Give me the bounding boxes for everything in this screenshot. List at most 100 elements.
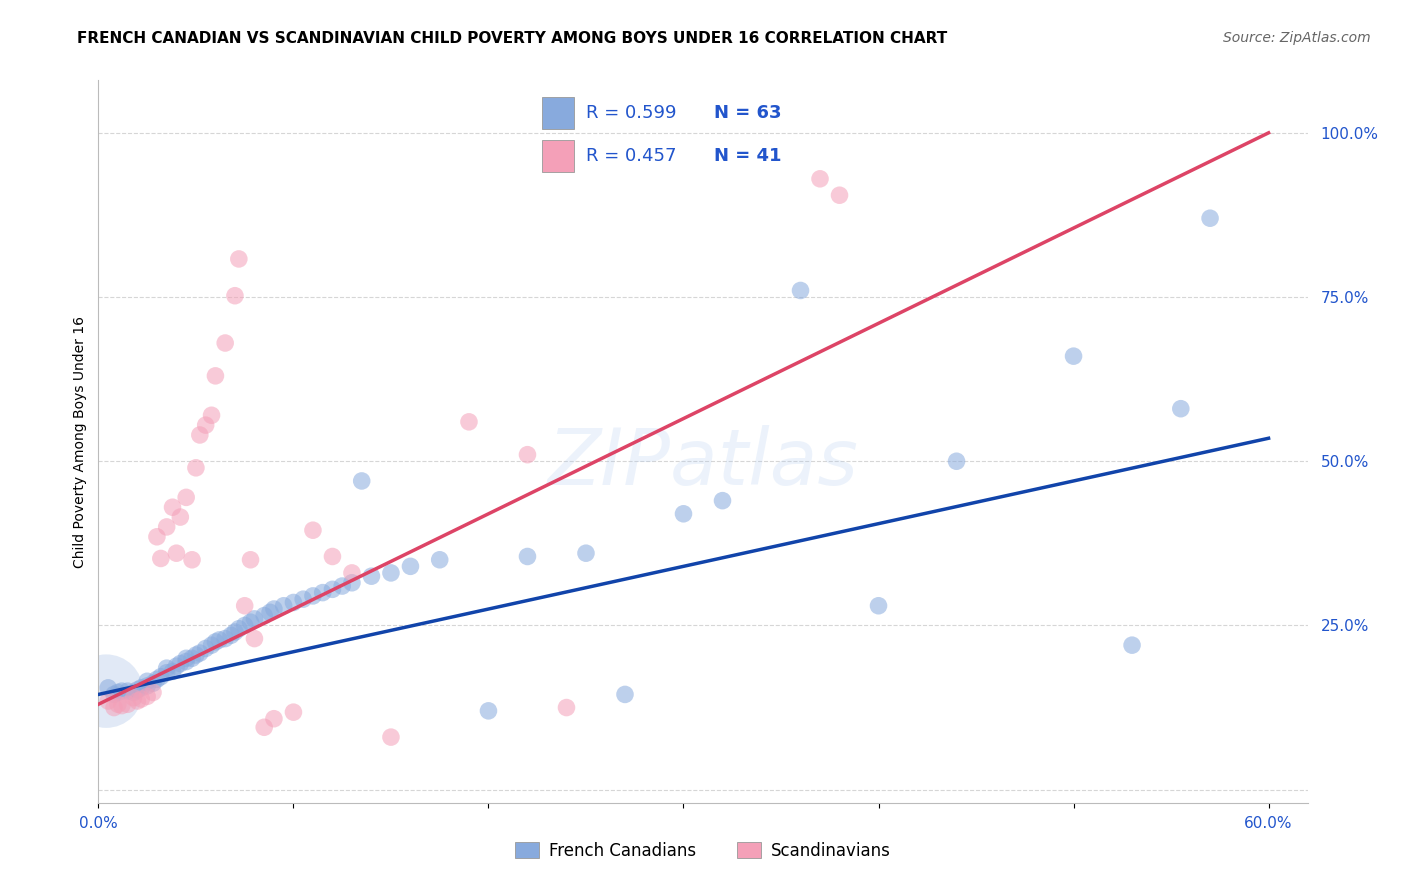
Point (127, 694, 149, 708)
Point (945, 454, 967, 468)
Point (174, 651, 197, 665)
Point (243, 632, 266, 646)
Point (380, 730, 402, 744)
Point (208, 632, 231, 647)
Point (181, 553, 204, 567)
Text: FRENCH CANADIAN VS SCANDINAVIAN CHILD POVERTY AMONG BOYS UNDER 16 CORRELATION CH: FRENCH CANADIAN VS SCANDINAVIAN CHILD PO… (77, 31, 948, 46)
Point (214, 336, 236, 351)
Point (302, 589, 325, 603)
Point (458, 415, 481, 429)
Point (117, 684, 139, 698)
Point (184, 460, 207, 475)
Point (340, 575, 363, 590)
Point (711, 493, 734, 508)
Point (228, 622, 250, 636)
Point (156, 661, 179, 675)
Point (263, 712, 285, 726)
Point (808, 171, 831, 186)
Point (169, 657, 191, 671)
Point (122, 685, 145, 699)
Point (127, 682, 149, 697)
Point (1063, 349, 1085, 363)
Point (828, 188, 851, 202)
Point (555, 700, 578, 714)
Point (243, 612, 266, 626)
Point (233, 599, 256, 613)
Point (149, 551, 172, 566)
Point (516, 448, 538, 462)
Point (789, 284, 811, 298)
Point (97, 681, 120, 695)
Point (181, 651, 204, 665)
Point (672, 507, 695, 521)
Point (1121, 638, 1143, 652)
Point (149, 670, 172, 684)
Point (1199, 211, 1222, 226)
Point (614, 687, 637, 701)
Legend: French Canadians, Scandinavians: French Canadians, Scandinavians (509, 836, 897, 867)
Point (516, 549, 538, 564)
Point (136, 690, 159, 704)
Point (131, 681, 153, 695)
Point (399, 559, 422, 574)
Point (214, 632, 236, 646)
Point (429, 553, 451, 567)
Text: Source: ZipAtlas.com: Source: ZipAtlas.com (1223, 31, 1371, 45)
Point (146, 673, 169, 687)
Point (169, 510, 191, 524)
Point (122, 690, 145, 705)
Point (97, 694, 120, 708)
Point (263, 602, 285, 616)
Point (174, 491, 197, 505)
Point (283, 705, 305, 719)
Point (136, 679, 159, 693)
Point (136, 674, 159, 689)
Point (224, 289, 246, 303)
Point (259, 605, 281, 619)
Point (194, 641, 217, 656)
Point (253, 608, 276, 623)
Point (292, 592, 315, 607)
Point (107, 685, 129, 699)
Point (380, 566, 402, 580)
Point (302, 523, 325, 537)
Point (156, 665, 179, 680)
Point (477, 704, 499, 718)
Point (330, 579, 353, 593)
Point (224, 625, 246, 640)
Point (1170, 401, 1192, 416)
Point (146, 530, 169, 544)
Point (312, 585, 335, 599)
Point (188, 646, 211, 660)
Point (239, 553, 262, 567)
Point (283, 595, 305, 609)
Point (103, 687, 125, 701)
Point (200, 409, 222, 423)
Point (204, 635, 226, 649)
Point (111, 684, 134, 698)
Point (321, 582, 343, 597)
Point (142, 676, 165, 690)
Point (575, 546, 598, 560)
Point (131, 692, 153, 706)
Point (96, 684, 118, 698)
Point (321, 549, 343, 564)
Point (103, 700, 125, 714)
Point (156, 520, 179, 534)
Point (228, 252, 250, 266)
Point (111, 698, 134, 713)
Text: ZIPatlas: ZIPatlas (547, 425, 859, 501)
Point (273, 599, 295, 613)
Point (360, 569, 382, 583)
Point (107, 698, 129, 712)
Point (165, 659, 187, 673)
Point (142, 685, 165, 699)
Point (188, 428, 211, 442)
Point (162, 500, 184, 515)
Point (219, 628, 242, 642)
Point (253, 720, 276, 734)
Point (340, 566, 363, 580)
Y-axis label: Child Poverty Among Boys Under 16: Child Poverty Among Boys Under 16 (73, 316, 87, 567)
Point (233, 618, 256, 632)
Point (162, 665, 184, 679)
